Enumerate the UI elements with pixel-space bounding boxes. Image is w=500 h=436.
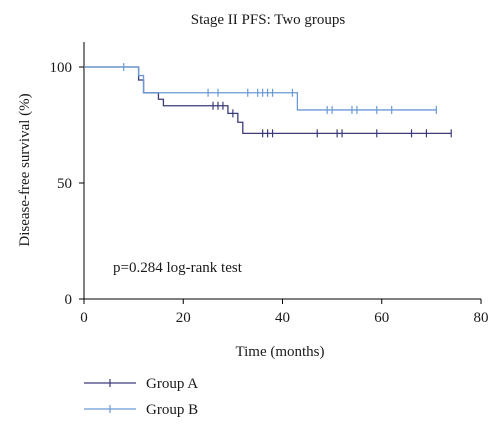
legend-item-group-a: Group A [84,376,198,392]
p-value-annotation: p=0.284 log-rank test [113,260,243,276]
x-tick-label: 0 [80,310,88,326]
x-tick-label: 80 [474,310,489,326]
y-tick-label: 50 [57,176,72,192]
survival-curve-group-b [84,66,437,111]
x-tick-label: 40 [275,310,290,326]
legend: Group A Group B [84,376,198,418]
chart-title: Stage II PFS: Two groups [191,12,346,28]
legend-label-group-a: Group A [146,376,198,392]
x-ticks: 0 20 40 60 80 [80,299,489,326]
x-axis-label: Time (months) [235,344,324,360]
legend-label-group-b: Group B [146,402,198,418]
series-layer [84,63,452,138]
legend-item-group-b: Group B [84,402,198,418]
y-tick-label: 0 [65,292,73,308]
y-ticks: 0 50 100 [50,60,84,308]
x-tick-label: 20 [176,310,191,326]
series-group-b [84,63,437,114]
y-tick-label: 100 [50,60,73,76]
x-tick-label: 60 [374,310,389,326]
y-axis-label: Disease-free survival (%) [17,93,33,246]
survival-curve-group-a [84,66,452,135]
series-group-a [84,66,452,138]
